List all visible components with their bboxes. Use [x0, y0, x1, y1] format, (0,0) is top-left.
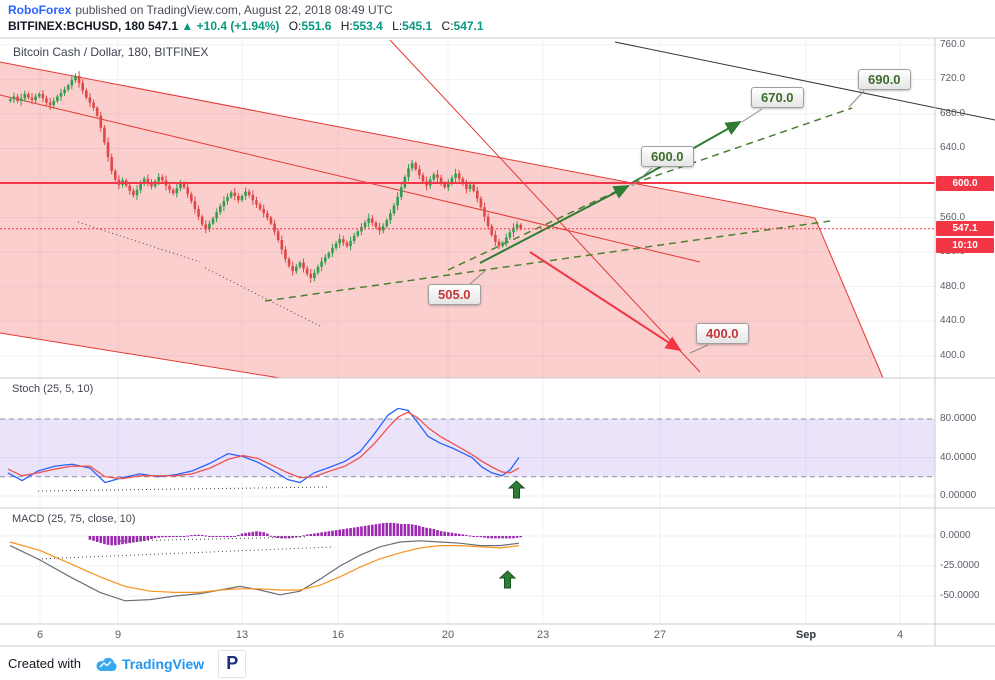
- close-label: C:: [441, 19, 454, 33]
- high-value: 553.4: [352, 19, 383, 33]
- tradingview-cloud-icon: [96, 657, 117, 671]
- low-label: L:: [392, 19, 403, 33]
- symbol-text: BITFINEX:BCHUSD, 180: [8, 19, 145, 33]
- publisher-logo[interactable]: P: [218, 649, 247, 678]
- tradingview-link[interactable]: TradingView: [95, 656, 204, 672]
- publish-info-line: RoboForex published on TradingView.com, A…: [8, 3, 393, 17]
- tradingview-text: TradingView: [121, 655, 205, 672]
- high-label: H:: [340, 19, 353, 33]
- symbol-info-line: BITFINEX:BCHUSD, 180 547.1 ▲ +10.4 (+1.9…: [8, 19, 484, 33]
- macd-pane-label: MACD (25, 75, close, 10): [12, 513, 136, 525]
- footer: Created with TradingView P: [0, 647, 995, 680]
- close-value: 547.1: [453, 19, 484, 33]
- last-price-text: 547.1: [148, 19, 179, 33]
- open-label: O:: [288, 19, 302, 33]
- header: RoboForex published on TradingView.com, A…: [0, 0, 995, 38]
- open-value: 551.6: [301, 19, 332, 33]
- stoch-pane-label: Stoch (25, 5, 10): [12, 383, 94, 395]
- publisher-link[interactable]: RoboForex: [8, 3, 72, 17]
- low-value: 545.1: [402, 19, 433, 33]
- chart-title: Bitcoin Cash / Dollar, 180, BITFINEX: [13, 45, 209, 59]
- chart-canvas[interactable]: Bitcoin Cash / Dollar, 180, BITFINEX Sto…: [0, 0, 995, 647]
- published-text: published on TradingView.com, August 22,…: [75, 3, 393, 17]
- up-arrow-icon: ▲: [181, 19, 194, 33]
- change-text: +10.4 (+1.94%): [196, 19, 280, 33]
- created-with-text: Created with: [8, 656, 81, 671]
